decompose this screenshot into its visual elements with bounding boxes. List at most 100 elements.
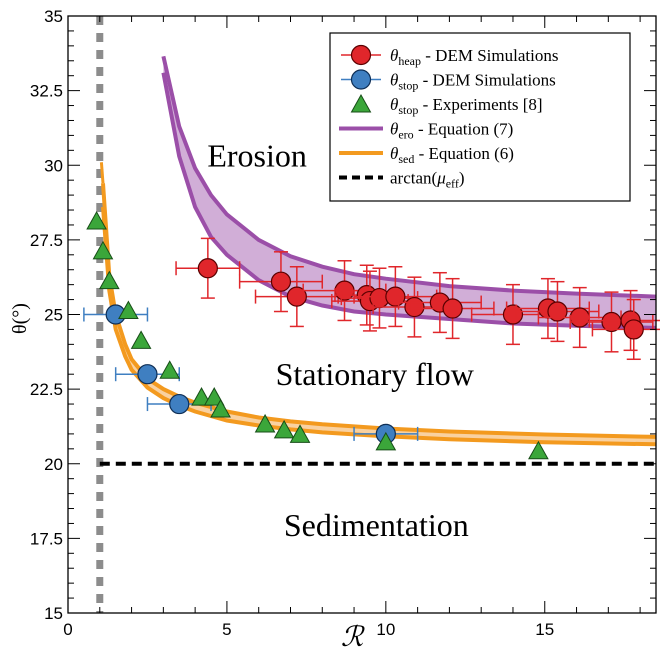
legend-item: θheap - DEM Simulations <box>341 44 558 68</box>
y-axis-label: θ(°) <box>9 303 31 334</box>
experiment-marker <box>375 431 397 451</box>
heap-marker <box>286 286 307 307</box>
legend-mu: μ <box>436 169 446 188</box>
experiment-marker <box>92 240 114 260</box>
legend-symbol: θ <box>390 71 398 90</box>
experiment-marker <box>254 413 276 433</box>
legend-symbol: arctan( <box>390 169 438 188</box>
legend-subscript: stop <box>398 79 418 93</box>
legend-subscript: stop <box>398 103 418 117</box>
heap-marker <box>502 304 524 325</box>
legend-label: θstop - Experiments [8] <box>390 95 543 117</box>
legend-text-rest: - Equation (6) <box>414 144 514 163</box>
experiment-marker <box>273 419 295 439</box>
heap-point <box>515 280 600 343</box>
heap-point <box>591 298 660 361</box>
ero-band-lower-line <box>161 72 656 330</box>
stop-dem-point <box>114 364 180 385</box>
x-tick-label: 5 <box>222 620 231 639</box>
legend-box <box>329 32 631 202</box>
region-label-stationary: Stationary flow <box>276 356 474 392</box>
legend-heap-marker <box>350 44 372 66</box>
legend-label: θero - Equation (7) <box>390 120 513 142</box>
legend-subscript: sed <box>398 152 414 166</box>
legend-exp-marker <box>350 93 372 113</box>
band-fills <box>103 56 656 445</box>
heap-marker <box>547 301 568 322</box>
region-label-sedimentation: Sedimentation <box>284 507 469 543</box>
heap-point <box>410 277 495 340</box>
sed-band-lower-line <box>101 206 656 447</box>
legend-text-rest: - Experiments [8] <box>418 95 542 114</box>
y-tick-label: 17.5 <box>30 529 63 548</box>
legend-text-rest: - DEM Simulations <box>421 46 558 65</box>
region-label-erosion: Erosion <box>207 138 307 174</box>
y-tick-label: 15 <box>44 604 63 623</box>
stop-dem-marker <box>137 364 158 385</box>
legend-item: θstop - Experiments [8] <box>350 93 543 117</box>
heap-marker <box>270 271 292 292</box>
legend-label: θsed - Equation (6) <box>390 144 514 166</box>
experiment-marker <box>289 424 311 443</box>
heap-marker <box>601 311 622 333</box>
heap-point <box>238 251 324 313</box>
heap-marker <box>334 280 355 301</box>
x-tick-label: 15 <box>535 620 554 639</box>
legend-subscript: ero <box>398 128 413 142</box>
experiment-marker <box>86 210 107 230</box>
experiment-marker <box>203 387 225 406</box>
y-tick-label: 25 <box>44 306 63 325</box>
heap-marker <box>569 307 590 328</box>
experiment-marker <box>191 387 212 406</box>
legend-symbol: θ <box>390 95 398 114</box>
sed-band-tail <box>99 162 105 184</box>
experiment-marker <box>118 300 139 320</box>
legend-item: θstop - DEM Simulations <box>341 69 556 93</box>
experiment-marker <box>210 398 231 418</box>
x-tick-label: 10 <box>376 620 395 639</box>
experiment-marker <box>528 440 549 460</box>
y-tick-label: 30 <box>44 156 63 175</box>
legend-item: θero - Equation (7) <box>339 120 513 142</box>
experiment-marker <box>130 330 152 349</box>
y-tick-label: 32.5 <box>30 82 63 101</box>
legend-label: θheap - DEM Simulations <box>390 46 558 68</box>
legend-text-rest: ) <box>459 169 465 188</box>
y-tick-label: 27.5 <box>30 231 63 250</box>
legend-symbol: θ <box>390 144 398 163</box>
legend-label: θstop - DEM Simulations <box>390 71 556 93</box>
heap-point <box>175 237 241 299</box>
data-points <box>83 210 660 460</box>
axes: 0 5 10 15 15 17.5 20 22.5 25 27.5 30 32.5 35 ℛθ(°) <box>9 7 657 650</box>
legend-label: arctan(μeff) <box>390 169 465 191</box>
y-tick-label: 20 <box>44 455 63 474</box>
experiment-marker <box>98 270 120 290</box>
stop-dem-marker <box>169 393 190 415</box>
legend-stop-marker <box>350 69 372 90</box>
y-tick-label: 22.5 <box>30 380 63 399</box>
heap-marker <box>197 258 218 279</box>
legend-subscript: eff <box>446 177 459 191</box>
heap-marker <box>404 296 425 318</box>
heap-marker <box>385 286 406 307</box>
legend-item: θsed - Equation (6) <box>339 144 514 166</box>
heap-marker <box>623 319 644 340</box>
region-labels: Erosion Stationary flow Sedimentation <box>207 138 473 543</box>
y-tick-label: 35 <box>44 7 63 26</box>
legend-text-rest: - DEM Simulations <box>418 71 555 90</box>
legend-symbol: θ <box>390 120 398 139</box>
stop-dem-point <box>83 304 149 325</box>
x-tick-label: 0 <box>63 620 72 639</box>
ero-band-upper-line <box>161 55 656 299</box>
legend-item: arctan(μeff) <box>339 169 465 191</box>
experiment-marker <box>159 360 181 379</box>
band-curves <box>99 55 656 447</box>
heap-point <box>254 265 339 328</box>
heap-marker <box>442 298 463 319</box>
x-axis-label: ℛ <box>341 622 365 650</box>
legend-subscript: heap <box>398 54 421 68</box>
legend-text-rest: - Equation (7) <box>414 120 514 139</box>
